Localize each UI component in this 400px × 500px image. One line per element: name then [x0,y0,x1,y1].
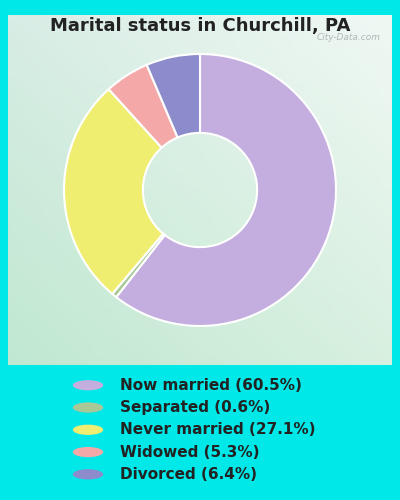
Text: Never married (27.1%): Never married (27.1%) [120,422,316,438]
Text: Widowed (5.3%): Widowed (5.3%) [120,444,260,460]
Text: City-Data.com: City-Data.com [316,32,380,42]
Text: Now married (60.5%): Now married (60.5%) [120,378,302,393]
Circle shape [73,380,103,390]
Text: Divorced (6.4%): Divorced (6.4%) [120,467,257,482]
Text: Separated (0.6%): Separated (0.6%) [120,400,270,415]
Wedge shape [64,89,163,294]
Wedge shape [116,54,336,326]
Circle shape [73,402,103,412]
Circle shape [73,469,103,480]
Circle shape [73,447,103,457]
Wedge shape [147,54,200,138]
Circle shape [73,424,103,435]
Wedge shape [109,65,178,148]
Wedge shape [112,234,165,297]
Text: Marital status in Churchill, PA: Marital status in Churchill, PA [50,18,350,36]
